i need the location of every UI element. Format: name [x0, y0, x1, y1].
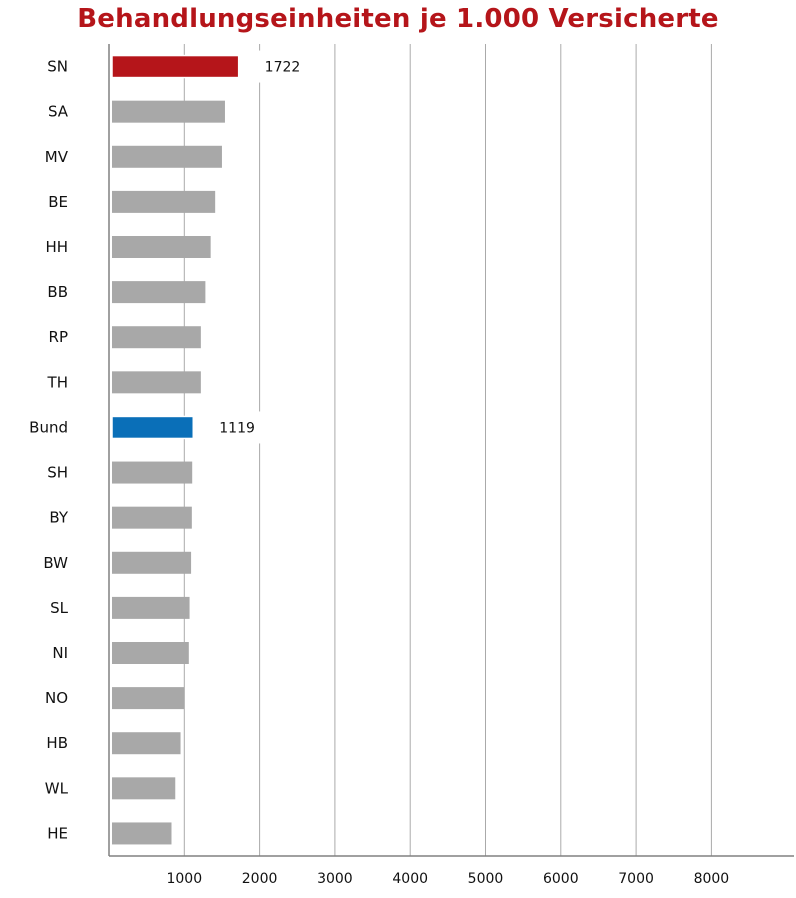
category-label-SL: SL [50, 599, 69, 617]
bar-BW [112, 551, 192, 574]
category-label-BY: BY [49, 509, 68, 527]
category-label-RP: RP [49, 328, 68, 346]
x-tick-label-6000: 6000 [543, 871, 579, 887]
x-tick-label-4000: 4000 [392, 871, 428, 887]
x-tick-label-2000: 2000 [242, 871, 278, 887]
bar-BE [112, 190, 216, 213]
bar-MV [112, 145, 222, 168]
x-tick-label-1000: 1000 [166, 871, 202, 887]
data-label-Bund: 1119 [219, 420, 255, 436]
bar-HH [112, 236, 211, 258]
x-tick-label-3000: 3000 [317, 871, 353, 887]
x-tick-labels: 1000 2000 3000 4000 5000 6000 7000 8000 [166, 871, 729, 887]
category-label-BB: BB [47, 283, 68, 301]
category-label-TH: TH [47, 373, 68, 391]
x-tick-label-5000: 5000 [468, 871, 504, 887]
bar-BB [112, 281, 206, 304]
bar-BY [112, 506, 192, 529]
axes [108, 44, 794, 857]
data-label-SN: 1722 [265, 60, 301, 76]
data-label-bg-SN [258, 50, 315, 83]
bar-HB [112, 732, 181, 755]
category-labels: SN SA MV BE HH BB RP TH Bund SH BY BW SL NI NO HB WL HE [29, 58, 69, 843]
bar-RP [112, 326, 201, 349]
bar-SL [112, 596, 190, 619]
bar-HE [112, 822, 172, 845]
category-label-MV: MV [45, 148, 69, 166]
chart-title: Behandlungseinheiten je 1.000 Versichert… [77, 4, 719, 34]
data-label-bg-Bund [213, 411, 270, 444]
x-tick-label-8000: 8000 [694, 871, 730, 887]
category-label-Bund: Bund [29, 418, 68, 436]
bar-TH [112, 371, 201, 394]
bar-Bund [111, 415, 195, 440]
category-label-HE: HE [47, 824, 68, 842]
category-label-BW: BW [43, 554, 68, 572]
bar-SH [112, 461, 193, 484]
category-label-BE: BE [48, 193, 68, 211]
category-label-HB: HB [46, 734, 68, 752]
x-tick-label-7000: 7000 [618, 871, 654, 887]
data-labels: 1722 1119 [213, 50, 315, 444]
category-label-SA: SA [48, 103, 69, 121]
category-label-NO: NO [45, 689, 68, 707]
bar-WL [112, 777, 176, 800]
category-label-HH: HH [45, 238, 68, 256]
category-label-NI: NI [52, 644, 68, 662]
bar-SA [112, 100, 225, 123]
bars [111, 54, 240, 845]
category-label-WL: WL [45, 779, 69, 797]
gridlines [183, 44, 712, 856]
bar-NO [112, 687, 185, 710]
category-label-SN: SN [47, 58, 68, 76]
bar-NI [112, 642, 189, 664]
category-label-SH: SH [47, 464, 68, 482]
bar-SN [111, 54, 240, 79]
